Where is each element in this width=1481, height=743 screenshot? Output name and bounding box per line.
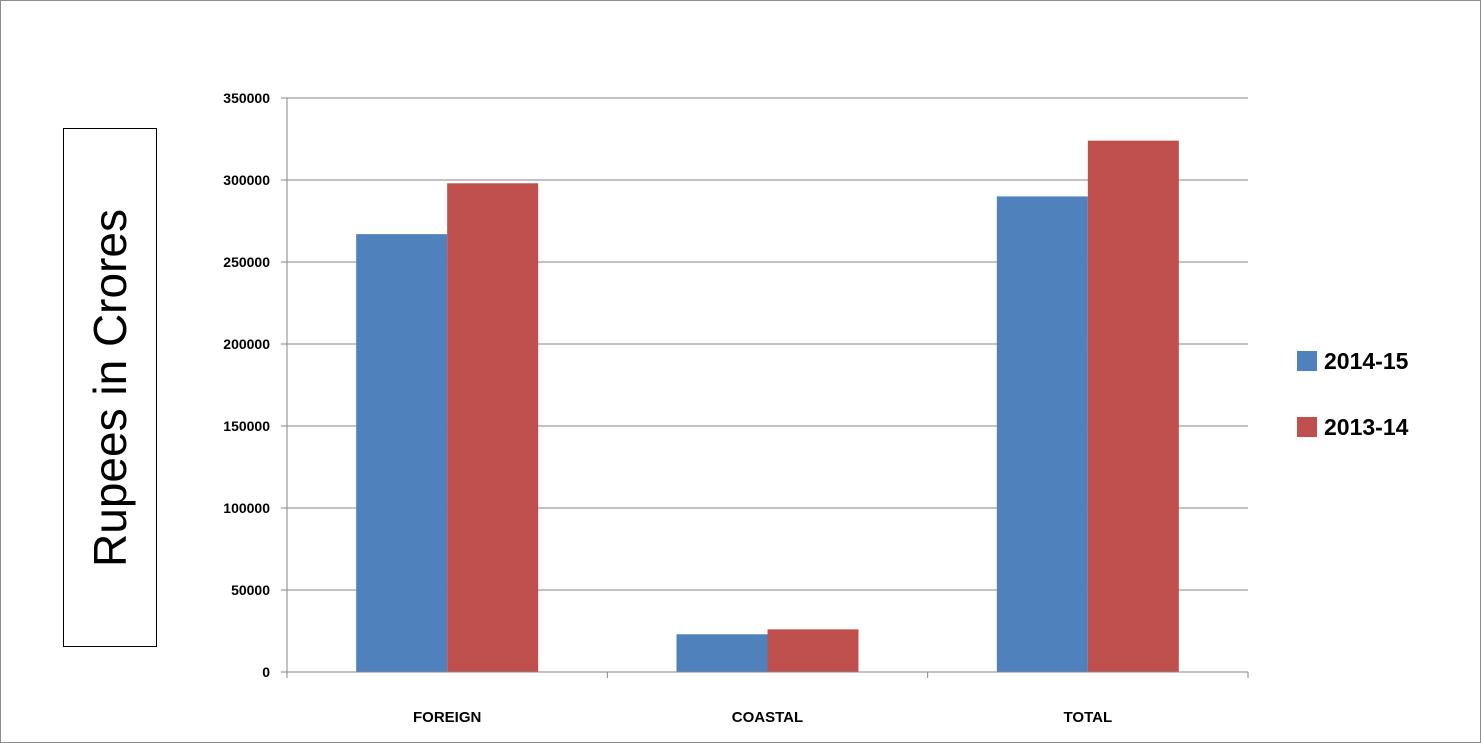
legend: 2014-15 2013-14 [1297,343,1408,475]
bar-foreign-2013-14 [447,183,539,672]
bars [356,140,1179,672]
bar-total-2014-15 [996,196,1088,672]
legend-swatch [1297,351,1317,371]
x-category-labels: FOREIGN COASTAL TOTAL [413,709,1112,726]
y-tick-label: 200000 [223,336,270,352]
legend-label: 2013-14 [1324,413,1409,440]
legend-item-2014-15: 2014-15 [1297,343,1408,379]
legend-item-2013-14: 2013-14 [1297,409,1408,445]
x-category-label: TOTAL [1064,709,1113,726]
axes [281,97,1249,678]
bar-coastal-2014-15 [676,634,768,672]
y-tick-label: 300000 [223,172,270,188]
y-tick-label: 350000 [223,90,270,106]
y-tick-label: 250000 [223,254,270,270]
x-category-label: COASTAL [732,709,803,726]
y-tick-label: 50000 [231,582,270,598]
legend-swatch [1297,417,1317,437]
y-axis-label-box: Rupees in Crores [63,128,157,647]
y-tick-label: 150000 [223,418,270,434]
y-tick-labels: 0 50000 100000 150000 200000 250000 300000 3500… [223,90,270,680]
bar-foreign-2014-15 [356,234,448,672]
bar-total-2013-14 [1087,140,1179,672]
x-category-label: FOREIGN [413,709,481,726]
bar-coastal-2013-14 [767,629,859,672]
y-tick-label: 100000 [223,500,270,516]
legend-label: 2014-15 [1324,347,1409,374]
y-tick-label: 0 [262,664,270,680]
